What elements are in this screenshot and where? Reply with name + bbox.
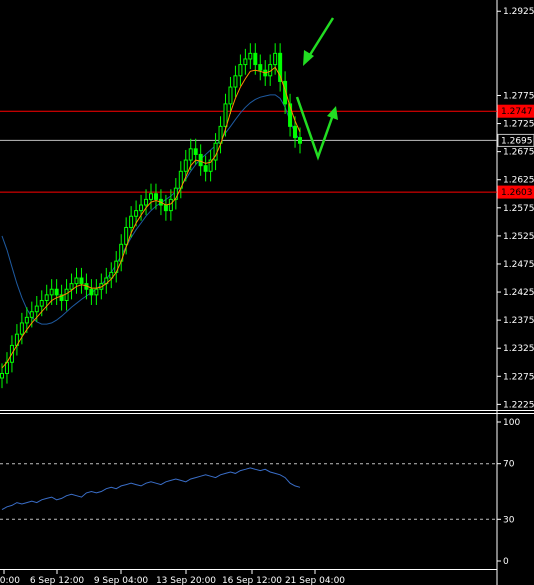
price-tag-label-2: 1.2603 bbox=[501, 188, 533, 198]
osc-tick-label-0: 100 bbox=[503, 418, 520, 428]
candle-body-26 bbox=[129, 215, 134, 228]
candle-body-4 bbox=[19, 322, 24, 335]
price-tick-label-9: 1.2375 bbox=[503, 316, 534, 326]
candle-body-48 bbox=[238, 64, 243, 77]
candle-body-29 bbox=[144, 198, 149, 206]
candle-body-28 bbox=[139, 204, 144, 212]
candle-body-13 bbox=[64, 288, 69, 301]
oscillator-panel-background bbox=[0, 414, 497, 569]
candle-body-45 bbox=[223, 103, 228, 127]
fast-ma-line bbox=[1, 66, 301, 369]
candle-body-42 bbox=[208, 159, 213, 172]
candle-body-33 bbox=[163, 204, 168, 212]
price-level-tags: 1.2747 1.2695 1.2603 bbox=[497, 104, 534, 199]
candle-body-38 bbox=[188, 148, 193, 161]
candle-body-22 bbox=[109, 271, 114, 279]
candle-body-39 bbox=[193, 148, 198, 155]
oscillator-levels bbox=[0, 463, 497, 520]
candle-body-7 bbox=[34, 305, 39, 313]
candle-body-52 bbox=[258, 64, 263, 71]
price-tag-box-2 bbox=[497, 185, 534, 199]
candle-body-58 bbox=[288, 103, 293, 127]
price-tick-label-3: 1.2675 bbox=[503, 148, 534, 158]
price-tick-label-4: 1.2625 bbox=[503, 176, 534, 186]
price-tick-label-10: 1.2325 bbox=[503, 344, 534, 354]
price-tick-label-5: 1.2575 bbox=[503, 204, 534, 214]
time-axis: 0:00 6 Sep 12:00 9 Sep 04:00 13 Sep 20:00 16… bbox=[0, 569, 345, 585]
candle-body-47 bbox=[233, 75, 238, 88]
candle-body-5 bbox=[24, 316, 29, 324]
candle-body-49 bbox=[243, 58, 248, 66]
oscillator-axis: 100 70 30 0 bbox=[497, 418, 520, 567]
candle-body-8 bbox=[39, 299, 44, 307]
candle-body-14 bbox=[69, 283, 74, 290]
arrow-annotations bbox=[295, 17, 338, 161]
candle-body-0 bbox=[0, 372, 4, 379]
osc-series-line bbox=[1, 467, 301, 511]
candle-body-37 bbox=[183, 159, 188, 172]
candle-body-57 bbox=[283, 80, 288, 105]
price-tick-label-2: 1.2725 bbox=[503, 120, 534, 130]
price-tag-label-1: 1.2695 bbox=[501, 136, 533, 146]
candle-body-9 bbox=[44, 294, 49, 301]
candle-body-16 bbox=[79, 277, 84, 285]
candle-body-15 bbox=[74, 277, 79, 285]
price-tag-box-1 bbox=[497, 133, 534, 147]
candle-body-11 bbox=[54, 288, 59, 296]
osc-tick-label-1: 70 bbox=[503, 460, 515, 470]
osc-tick-label-3: 0 bbox=[503, 557, 509, 567]
slow-ma-line bbox=[1, 94, 301, 325]
candle-body-56 bbox=[278, 52, 283, 82]
price-tick-label-11: 1.2275 bbox=[503, 372, 534, 382]
candle-body-25 bbox=[124, 226, 129, 245]
price-tick-label-0: 1.2925 bbox=[503, 7, 534, 17]
candle-body-31 bbox=[153, 193, 158, 200]
candle-body-60 bbox=[298, 137, 302, 144]
candle-body-35 bbox=[173, 187, 178, 200]
candle-body-51 bbox=[253, 52, 258, 66]
time-tick-label-1: 6 Sep 12:00 bbox=[30, 576, 85, 585]
horizontal-levels bbox=[0, 110, 497, 193]
zigzag-line bbox=[295, 96, 336, 161]
price-tag-box-0 bbox=[497, 104, 534, 118]
candle-body-40 bbox=[198, 153, 203, 167]
price-axis: 1.2925 1.2775 1.2725 1.2675 1.2625 1.2575 1.25… bbox=[497, 7, 534, 410]
candle-body-19 bbox=[94, 288, 99, 296]
arrow-down-shaft bbox=[306, 17, 335, 59]
arrow-down-head bbox=[303, 50, 314, 66]
time-tick-label-3: 13 Sep 20:00 bbox=[156, 576, 216, 585]
price-tick-label-8: 1.2425 bbox=[503, 288, 534, 298]
price-tag-label-0: 1.2747 bbox=[501, 107, 533, 117]
candle-body-34 bbox=[168, 198, 173, 212]
osc-tick-label-2: 30 bbox=[503, 515, 515, 525]
price-tick-label-1: 1.2775 bbox=[503, 91, 534, 101]
candle-body-18 bbox=[89, 288, 94, 296]
price-tick-label-7: 1.2475 bbox=[503, 260, 534, 270]
oscillator-line bbox=[1, 467, 301, 511]
time-tick-label-5: 21 Sep 04:00 bbox=[285, 576, 345, 585]
slow-moving-average bbox=[1, 94, 301, 325]
candle-body-30 bbox=[149, 193, 153, 200]
candle-body-50 bbox=[248, 52, 253, 60]
candle-body-27 bbox=[134, 210, 139, 217]
candle-body-46 bbox=[228, 86, 233, 105]
candle-body-41 bbox=[203, 165, 208, 172]
time-tick-label-2: 9 Sep 04:00 bbox=[94, 576, 149, 585]
candle-body-10 bbox=[49, 288, 54, 296]
zigzag-head bbox=[327, 106, 338, 120]
candle-body-55 bbox=[273, 52, 278, 66]
candle-body-59 bbox=[293, 125, 298, 139]
time-tick-label-0: 0:00 bbox=[0, 576, 20, 585]
candle-body-6 bbox=[29, 311, 34, 318]
price-tick-label-6: 1.2525 bbox=[503, 232, 534, 242]
price-tick-label-12: 1.2225 bbox=[503, 400, 534, 410]
price-panel-background bbox=[0, 0, 497, 410]
candle-body-12 bbox=[59, 294, 64, 301]
fast-moving-average bbox=[1, 66, 301, 369]
time-tick-label-4: 16 Sep 12:00 bbox=[222, 576, 282, 585]
